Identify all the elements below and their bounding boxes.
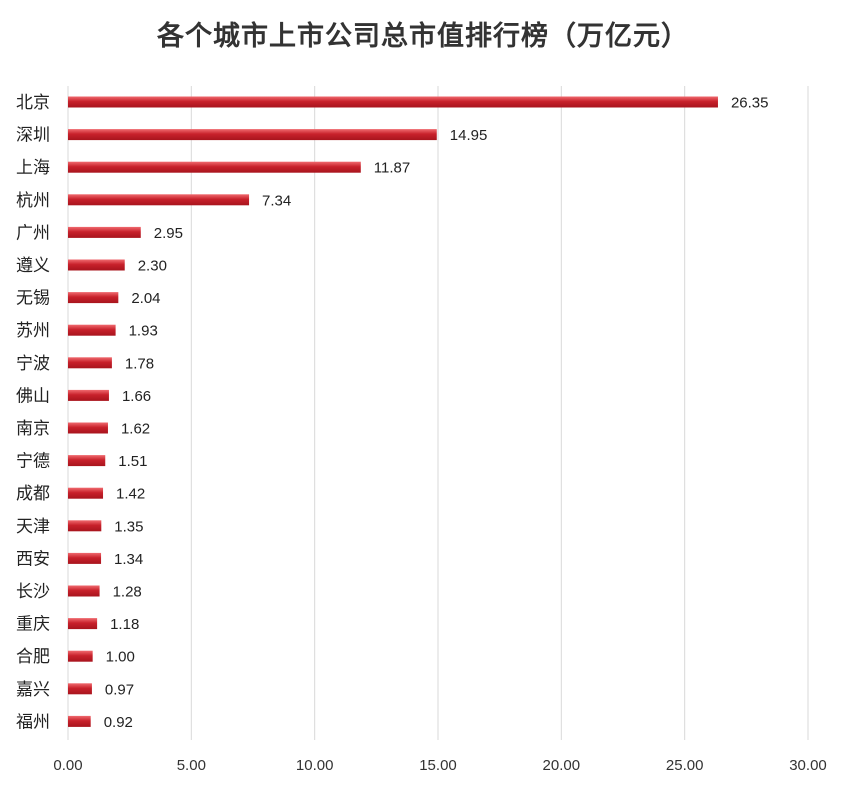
bar <box>68 389 109 401</box>
category-label: 深圳 <box>16 126 50 146</box>
bar <box>68 324 116 336</box>
bar <box>68 129 437 141</box>
bar <box>68 487 104 499</box>
category-label: 宁波 <box>16 354 50 374</box>
category-label: 成都 <box>16 484 50 504</box>
value-label: 1.93 <box>129 323 158 340</box>
category-label: 遵义 <box>16 256 50 276</box>
x-tick-label: 10.00 <box>296 757 334 774</box>
value-label: 0.92 <box>104 714 133 731</box>
category-label: 北京 <box>16 93 50 113</box>
grid-lines <box>67 86 809 740</box>
labels: 0.00 5.00 10.00 15.00 20.00 25.00 30.00 北京 26.35… <box>16 93 827 774</box>
x-tick-label: 20.00 <box>543 757 581 774</box>
category-label: 天津 <box>16 517 50 537</box>
bar <box>68 357 112 369</box>
value-label: 26.35 <box>731 95 769 112</box>
category-label: 嘉兴 <box>16 680 50 700</box>
category-label: 福州 <box>16 712 50 732</box>
value-label: 2.95 <box>154 225 183 242</box>
bar <box>68 455 106 467</box>
bar <box>68 226 141 238</box>
category-label: 无锡 <box>16 289 50 309</box>
bar <box>68 259 125 271</box>
category-label: 重庆 <box>16 615 50 635</box>
value-label: 1.62 <box>121 421 150 438</box>
bar <box>68 585 100 597</box>
category-label: 苏州 <box>16 321 50 341</box>
x-tick-label: 5.00 <box>177 757 206 774</box>
bar <box>68 422 108 434</box>
category-label: 佛山 <box>16 386 50 406</box>
bar <box>68 520 102 532</box>
value-label: 2.30 <box>138 258 167 275</box>
bar <box>68 161 361 173</box>
value-label: 1.78 <box>125 355 154 372</box>
value-label: 14.95 <box>450 127 488 144</box>
value-label: 1.51 <box>118 453 147 470</box>
bars <box>68 96 718 727</box>
bar <box>68 292 119 304</box>
x-tick-label: 15.00 <box>419 757 457 774</box>
category-label: 长沙 <box>16 582 50 602</box>
x-tick-label: 25.00 <box>666 757 704 774</box>
value-label: 1.66 <box>122 388 151 405</box>
chart-title: 各个城市上市公司总市值排行榜（万亿元） <box>157 21 689 52</box>
value-label: 1.00 <box>106 649 135 666</box>
category-label: 广州 <box>16 223 50 243</box>
bar <box>68 552 102 564</box>
category-label: 合肥 <box>16 647 50 667</box>
bar <box>68 683 92 695</box>
bar <box>68 618 98 630</box>
value-label: 11.87 <box>374 160 410 177</box>
category-label: 杭州 <box>16 191 50 211</box>
bar <box>68 194 250 206</box>
x-tick-label: 0.00 <box>53 757 82 774</box>
value-label: 7.34 <box>262 192 291 209</box>
value-label: 1.42 <box>116 486 145 503</box>
x-tick-label: 30.00 <box>789 757 827 774</box>
value-label: 1.35 <box>114 518 143 535</box>
bar <box>68 715 91 727</box>
category-label: 西安 <box>16 549 50 569</box>
category-label: 南京 <box>16 419 50 439</box>
category-label: 宁德 <box>16 452 50 472</box>
value-label: 1.28 <box>113 584 142 601</box>
category-label: 上海 <box>16 158 50 178</box>
value-label: 1.18 <box>110 616 139 633</box>
value-label: 2.04 <box>131 290 160 307</box>
value-label: 1.34 <box>114 551 143 568</box>
bar <box>68 650 93 662</box>
value-label: 0.97 <box>105 681 134 698</box>
bar <box>68 96 718 108</box>
